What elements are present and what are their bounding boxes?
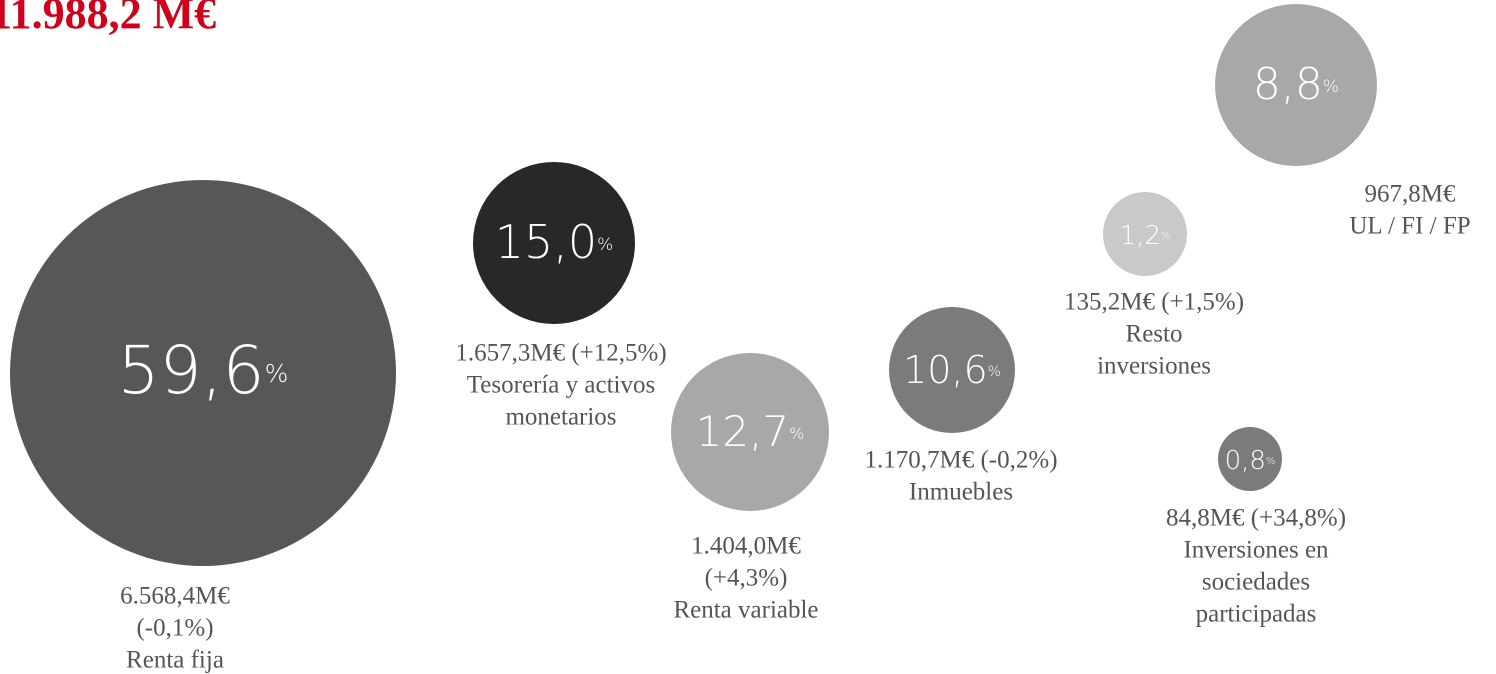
unit: % [789,424,804,443]
value-label: 59,6 [118,332,265,409]
bubble-value: 12,7% [696,407,805,456]
bubble [1215,4,1377,166]
bubble-label: Inmuebles [909,479,1013,506]
bubble-value: 15,0% [495,215,614,269]
bubble-label: UL / FI / FP [1349,213,1470,240]
unit: % [265,359,289,388]
bubble-label: 1.657,3M€ (+12,5%) [455,340,666,367]
bubble-value: 59,6% [118,332,289,409]
bubble [889,307,1015,433]
bubble-label: 1.404,0M€ [691,533,801,560]
bubble-value: 0,8% [1225,446,1276,476]
bubble-label: 1.170,7M€ (-0,2%) [864,447,1057,474]
bubble-label: Resto [1126,321,1183,348]
bubble-label: monetarios [505,404,616,431]
bubble-label: (+4,3%) [705,565,788,592]
bubble [671,353,829,511]
value-label: 8,8 [1253,59,1323,110]
bubble-value: 10,6% [903,348,1001,392]
value-label: 15,0 [495,215,597,269]
bubble-label: participadas [1196,601,1317,628]
bubble-label: (-0,1%) [136,615,213,642]
bubble-label: 6.568,4M€ [120,583,230,610]
value-label: 1,2 [1120,221,1161,251]
bubble-value: 8,8% [1253,59,1339,110]
bubble-label: inversiones [1097,353,1211,380]
unit: % [597,235,613,255]
bubble-label: Renta fija [126,647,224,674]
unit: % [1323,77,1339,97]
bubble [1103,192,1187,276]
unit: % [1266,456,1276,467]
bubble-label: Renta variable [673,597,818,624]
bubble-label: 135,2M€ (+1,5%) [1064,289,1244,316]
bubble-label: 967,8M€ [1365,181,1456,208]
bubble-label: Inversiones en [1183,537,1329,564]
bubble [10,180,396,566]
bubble-value: 1,2% [1120,221,1171,251]
unit: % [1161,231,1171,242]
value-label: 0,8 [1225,446,1266,476]
chart-title: 11.988,2 M€ [0,0,216,38]
bubble-label: Tesorería y activos [467,372,655,399]
value-label: 10,6 [903,348,988,392]
bubble-label: 84,8M€ (+34,8%) [1166,505,1346,532]
value-label: 12,7 [696,407,790,456]
bubble [473,162,635,324]
bubble-label: sociedades [1202,569,1310,596]
unit: % [988,364,1001,380]
bubble [1218,427,1282,491]
